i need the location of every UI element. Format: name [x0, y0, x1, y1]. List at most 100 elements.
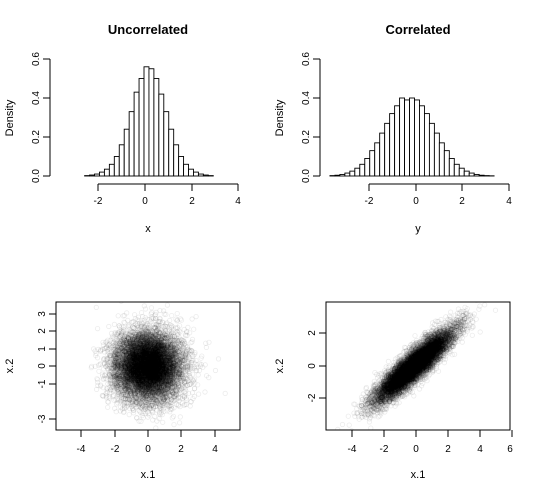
scatter-point	[111, 374, 117, 380]
scatter-point	[170, 340, 176, 347]
scatter-point	[154, 328, 160, 334]
scatter-point	[148, 365, 154, 371]
scatter-point	[145, 367, 151, 373]
scatter-point	[166, 371, 172, 377]
scatter-point	[121, 343, 127, 349]
scatter-point	[161, 365, 167, 371]
scatter-point	[119, 336, 125, 343]
scatter-point	[127, 358, 133, 364]
scatter-point	[135, 324, 142, 330]
scatter-point	[158, 346, 164, 353]
scatter-point	[123, 356, 129, 362]
scatter-point	[169, 348, 175, 354]
scatter-point	[139, 352, 145, 358]
scatter-point	[196, 391, 202, 397]
scatter-point	[131, 351, 137, 357]
scatter-point	[153, 381, 159, 387]
scatter-point	[156, 358, 162, 364]
scatter-point	[143, 357, 149, 363]
scatter-point	[178, 359, 184, 365]
scatter-point	[163, 363, 169, 370]
scatter-point	[130, 375, 136, 382]
scatter-point	[181, 392, 187, 399]
scatter-point	[139, 376, 145, 383]
scatter-point	[149, 353, 155, 360]
scatter-point	[170, 371, 176, 377]
scatter-point	[185, 365, 191, 371]
scatter-point	[157, 369, 163, 375]
scatter-point	[161, 377, 167, 383]
scatter-point	[165, 377, 172, 384]
scatter-point	[169, 370, 175, 376]
histogram-bar	[143, 66, 150, 177]
scatter-point	[149, 382, 155, 388]
histogram-bars	[84, 66, 214, 177]
scatter-point	[192, 380, 198, 386]
scatter-point	[121, 377, 127, 384]
scatter-point	[128, 364, 134, 370]
scatter-point	[138, 357, 144, 363]
scatter-point	[112, 362, 118, 369]
scatter-point	[158, 380, 164, 386]
histogram-bar	[103, 168, 110, 177]
scatter-point	[153, 373, 159, 380]
scatter-point	[159, 358, 165, 364]
histogram-bar	[133, 91, 140, 177]
scatter-point	[141, 374, 148, 381]
scatter-point	[170, 349, 176, 355]
scatter-point	[148, 358, 154, 365]
scatter-point	[147, 340, 153, 346]
scatter-point	[157, 402, 163, 408]
scatter-point	[162, 373, 168, 379]
scatter-point	[138, 354, 145, 360]
scatter-point	[116, 363, 122, 369]
y-axis-label: Density	[4, 99, 16, 136]
scatter-point	[132, 390, 138, 397]
x-ticks: -2 0 2 4	[365, 184, 512, 207]
scatter-point	[155, 359, 161, 365]
scatter-point	[142, 343, 148, 349]
scatter-point	[110, 367, 116, 373]
scatter-point	[120, 354, 126, 360]
scatter-point	[117, 362, 124, 369]
scatter-point	[162, 365, 168, 371]
scatter-point	[134, 354, 141, 360]
scatter-point	[109, 371, 115, 377]
scatter-point	[155, 355, 161, 361]
scatter-point	[131, 373, 137, 380]
scatter-point	[131, 318, 137, 325]
scatter-point	[116, 362, 122, 368]
scatter-point	[131, 371, 137, 377]
histogram-bar	[158, 93, 165, 177]
scatter-point	[142, 369, 148, 375]
scatter-point	[153, 376, 159, 382]
scatter-point	[135, 345, 141, 351]
scatter-point	[143, 382, 149, 388]
histogram-bar	[183, 163, 189, 177]
scatter-point	[154, 366, 160, 373]
scatter-point	[145, 360, 151, 366]
scatter-point	[144, 342, 150, 348]
scatter-point	[133, 341, 139, 348]
scatter-point	[121, 369, 127, 375]
histogram-bar	[99, 171, 105, 177]
scatter-point	[165, 358, 171, 364]
scatter-point	[150, 403, 156, 409]
scatter-point	[141, 362, 147, 368]
scatter-point	[148, 376, 154, 382]
scatter-point	[132, 347, 138, 353]
scatter-point	[150, 390, 156, 396]
scatter-point	[143, 373, 149, 379]
scatter-point	[170, 371, 176, 377]
scatter-point	[158, 369, 164, 375]
scatter-point	[146, 355, 152, 362]
scatter-point	[136, 337, 142, 344]
scatter-point	[139, 367, 145, 373]
scatter-point	[149, 354, 155, 360]
scatter-point	[138, 369, 144, 375]
scatter-point	[155, 349, 161, 356]
scatter-point	[164, 384, 170, 390]
scatter-point	[147, 352, 153, 358]
scatter-point	[169, 376, 175, 382]
y-ticks: 0.0 0.2 0.4 0.6	[301, 52, 320, 183]
